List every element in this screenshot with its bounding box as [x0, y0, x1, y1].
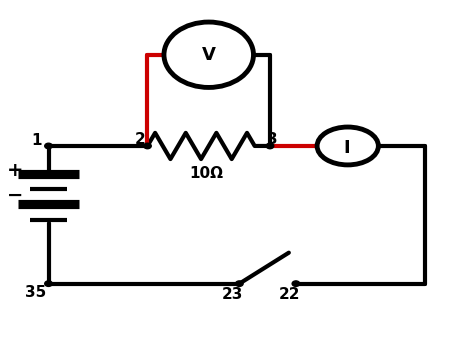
Circle shape	[164, 22, 254, 87]
Text: 22: 22	[279, 287, 301, 302]
Text: 35: 35	[25, 285, 46, 300]
Text: −: −	[7, 186, 24, 205]
Text: 23: 23	[222, 287, 243, 302]
Text: 10Ω: 10Ω	[190, 166, 223, 181]
Circle shape	[45, 281, 52, 286]
Circle shape	[45, 143, 52, 149]
Circle shape	[292, 281, 300, 286]
Text: 2: 2	[135, 132, 146, 146]
Circle shape	[266, 143, 274, 149]
Circle shape	[236, 281, 243, 286]
Text: +: +	[7, 161, 24, 179]
Ellipse shape	[317, 127, 378, 165]
Text: 3: 3	[267, 132, 278, 146]
Circle shape	[144, 143, 151, 149]
Text: 1: 1	[31, 133, 42, 148]
Text: I: I	[343, 139, 350, 158]
Text: V: V	[202, 46, 216, 65]
